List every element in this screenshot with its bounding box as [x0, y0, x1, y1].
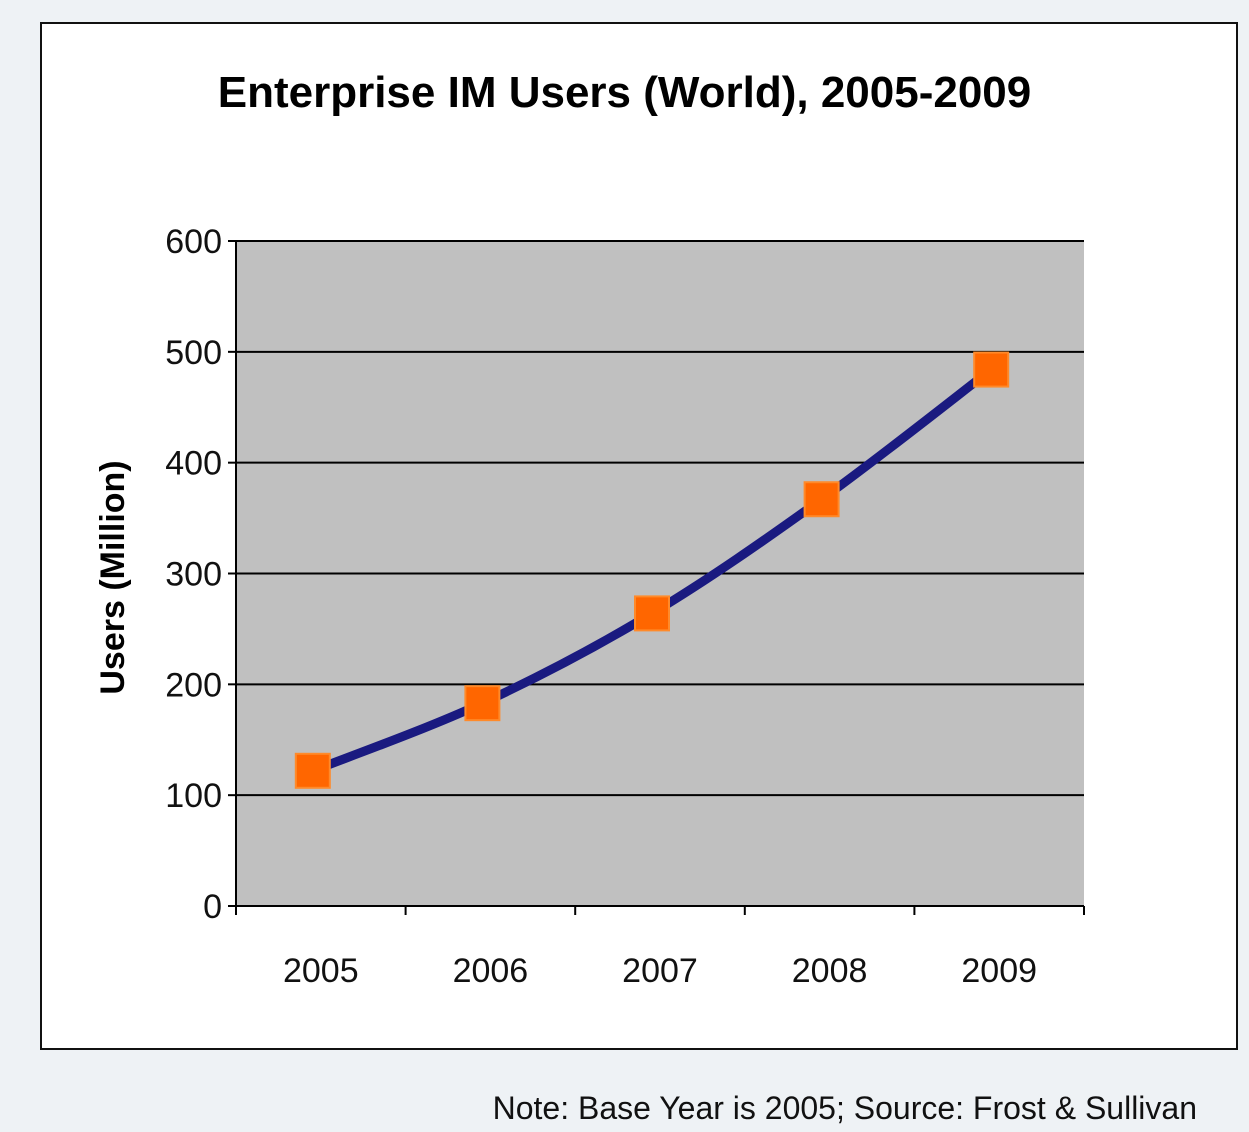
y-axis-label: Users (Million): [94, 460, 132, 694]
y-tick-labels: 0 100 200 300 400 500 600: [165, 223, 222, 926]
y-tick-label: 300: [165, 556, 222, 594]
y-tick-label: 500: [165, 334, 222, 372]
y-tick-label: 600: [165, 223, 222, 261]
x-tick-label: 2009: [961, 952, 1037, 990]
data-point-2007: [634, 595, 670, 632]
series-layer: [294, 351, 1010, 789]
y-tick-label: 200: [165, 666, 222, 704]
data-point-2006: [464, 685, 501, 722]
gridlines: [236, 240, 1084, 797]
data-point-2005: [294, 752, 331, 789]
x-tick-labels: 2005 2006 2007 2008 2009: [283, 952, 1037, 990]
x-tick-label: 2006: [453, 952, 529, 990]
y-tick-label: 0: [203, 888, 222, 926]
chart-title: Enterprise IM Users (World), 2005-2009: [217, 68, 1032, 117]
data-point-2008: [803, 481, 840, 518]
source-note: Note: Base Year is 2005; Source: Frost &…: [492, 1090, 1197, 1126]
axes: [228, 240, 1085, 915]
x-tick-label: 2008: [792, 952, 868, 990]
y-tick-label: 100: [165, 777, 222, 815]
data-point-2009: [973, 351, 1010, 388]
x-tick-label: 2007: [622, 952, 698, 990]
y-tick-label: 400: [165, 445, 222, 483]
x-tick-label: 2005: [283, 952, 359, 990]
